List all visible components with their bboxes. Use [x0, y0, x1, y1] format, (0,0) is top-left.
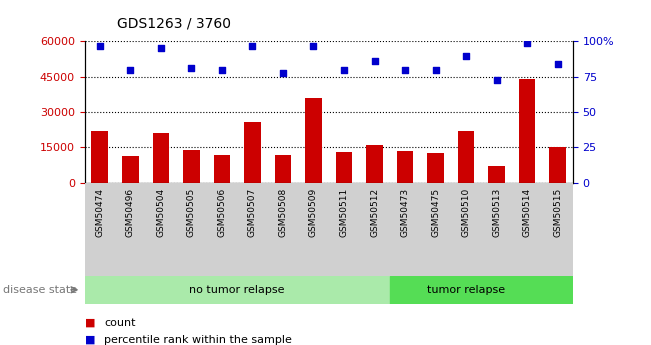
- Text: percentile rank within the sample: percentile rank within the sample: [104, 335, 292, 345]
- Point: [522, 40, 533, 46]
- Point: [461, 53, 471, 58]
- Bar: [390, 276, 573, 304]
- Point: [217, 67, 227, 72]
- Text: GSM50508: GSM50508: [279, 188, 288, 237]
- Point: [339, 67, 349, 72]
- Text: GSM50506: GSM50506: [217, 188, 227, 237]
- Bar: [549, 148, 566, 183]
- Point: [94, 43, 105, 48]
- Text: GSM50511: GSM50511: [340, 188, 348, 237]
- Text: GSM50510: GSM50510: [462, 188, 471, 237]
- Text: ■: ■: [85, 318, 95, 327]
- Bar: [152, 133, 169, 183]
- Point: [247, 43, 258, 48]
- Point: [400, 67, 410, 72]
- Bar: [458, 131, 475, 183]
- Text: GSM50475: GSM50475: [431, 188, 440, 237]
- Text: GSM50504: GSM50504: [156, 188, 165, 237]
- Bar: [85, 276, 390, 304]
- Bar: [519, 79, 536, 183]
- Point: [125, 67, 135, 72]
- Bar: [366, 145, 383, 183]
- Text: GSM50473: GSM50473: [400, 188, 409, 237]
- Point: [430, 67, 441, 72]
- Text: ■: ■: [85, 335, 95, 345]
- Text: GSM50474: GSM50474: [96, 188, 104, 237]
- Text: GDS1263 / 3760: GDS1263 / 3760: [117, 17, 231, 31]
- Bar: [427, 154, 444, 183]
- Bar: [336, 152, 352, 183]
- Bar: [92, 131, 108, 183]
- Bar: [214, 155, 230, 183]
- Bar: [396, 151, 413, 183]
- Bar: [275, 155, 292, 183]
- Text: GSM50514: GSM50514: [523, 188, 532, 237]
- Bar: [488, 166, 505, 183]
- Point: [553, 61, 563, 67]
- Point: [369, 58, 380, 64]
- Text: count: count: [104, 318, 135, 327]
- Text: GSM50513: GSM50513: [492, 188, 501, 237]
- Bar: [183, 150, 200, 183]
- Text: no tumor relapse: no tumor relapse: [189, 285, 285, 295]
- Point: [278, 70, 288, 75]
- Bar: [244, 121, 261, 183]
- Text: GSM50496: GSM50496: [126, 188, 135, 237]
- Bar: [122, 156, 139, 183]
- Bar: [305, 98, 322, 183]
- Text: GSM50509: GSM50509: [309, 188, 318, 237]
- Point: [186, 66, 197, 71]
- Text: GSM50512: GSM50512: [370, 188, 379, 237]
- Text: tumor relapse: tumor relapse: [427, 285, 505, 295]
- Text: disease state: disease state: [3, 285, 77, 295]
- Text: GSM50515: GSM50515: [553, 188, 562, 237]
- Text: GSM50505: GSM50505: [187, 188, 196, 237]
- Point: [492, 77, 502, 82]
- Text: GSM50507: GSM50507: [248, 188, 257, 237]
- Point: [309, 43, 319, 48]
- Point: [156, 46, 166, 51]
